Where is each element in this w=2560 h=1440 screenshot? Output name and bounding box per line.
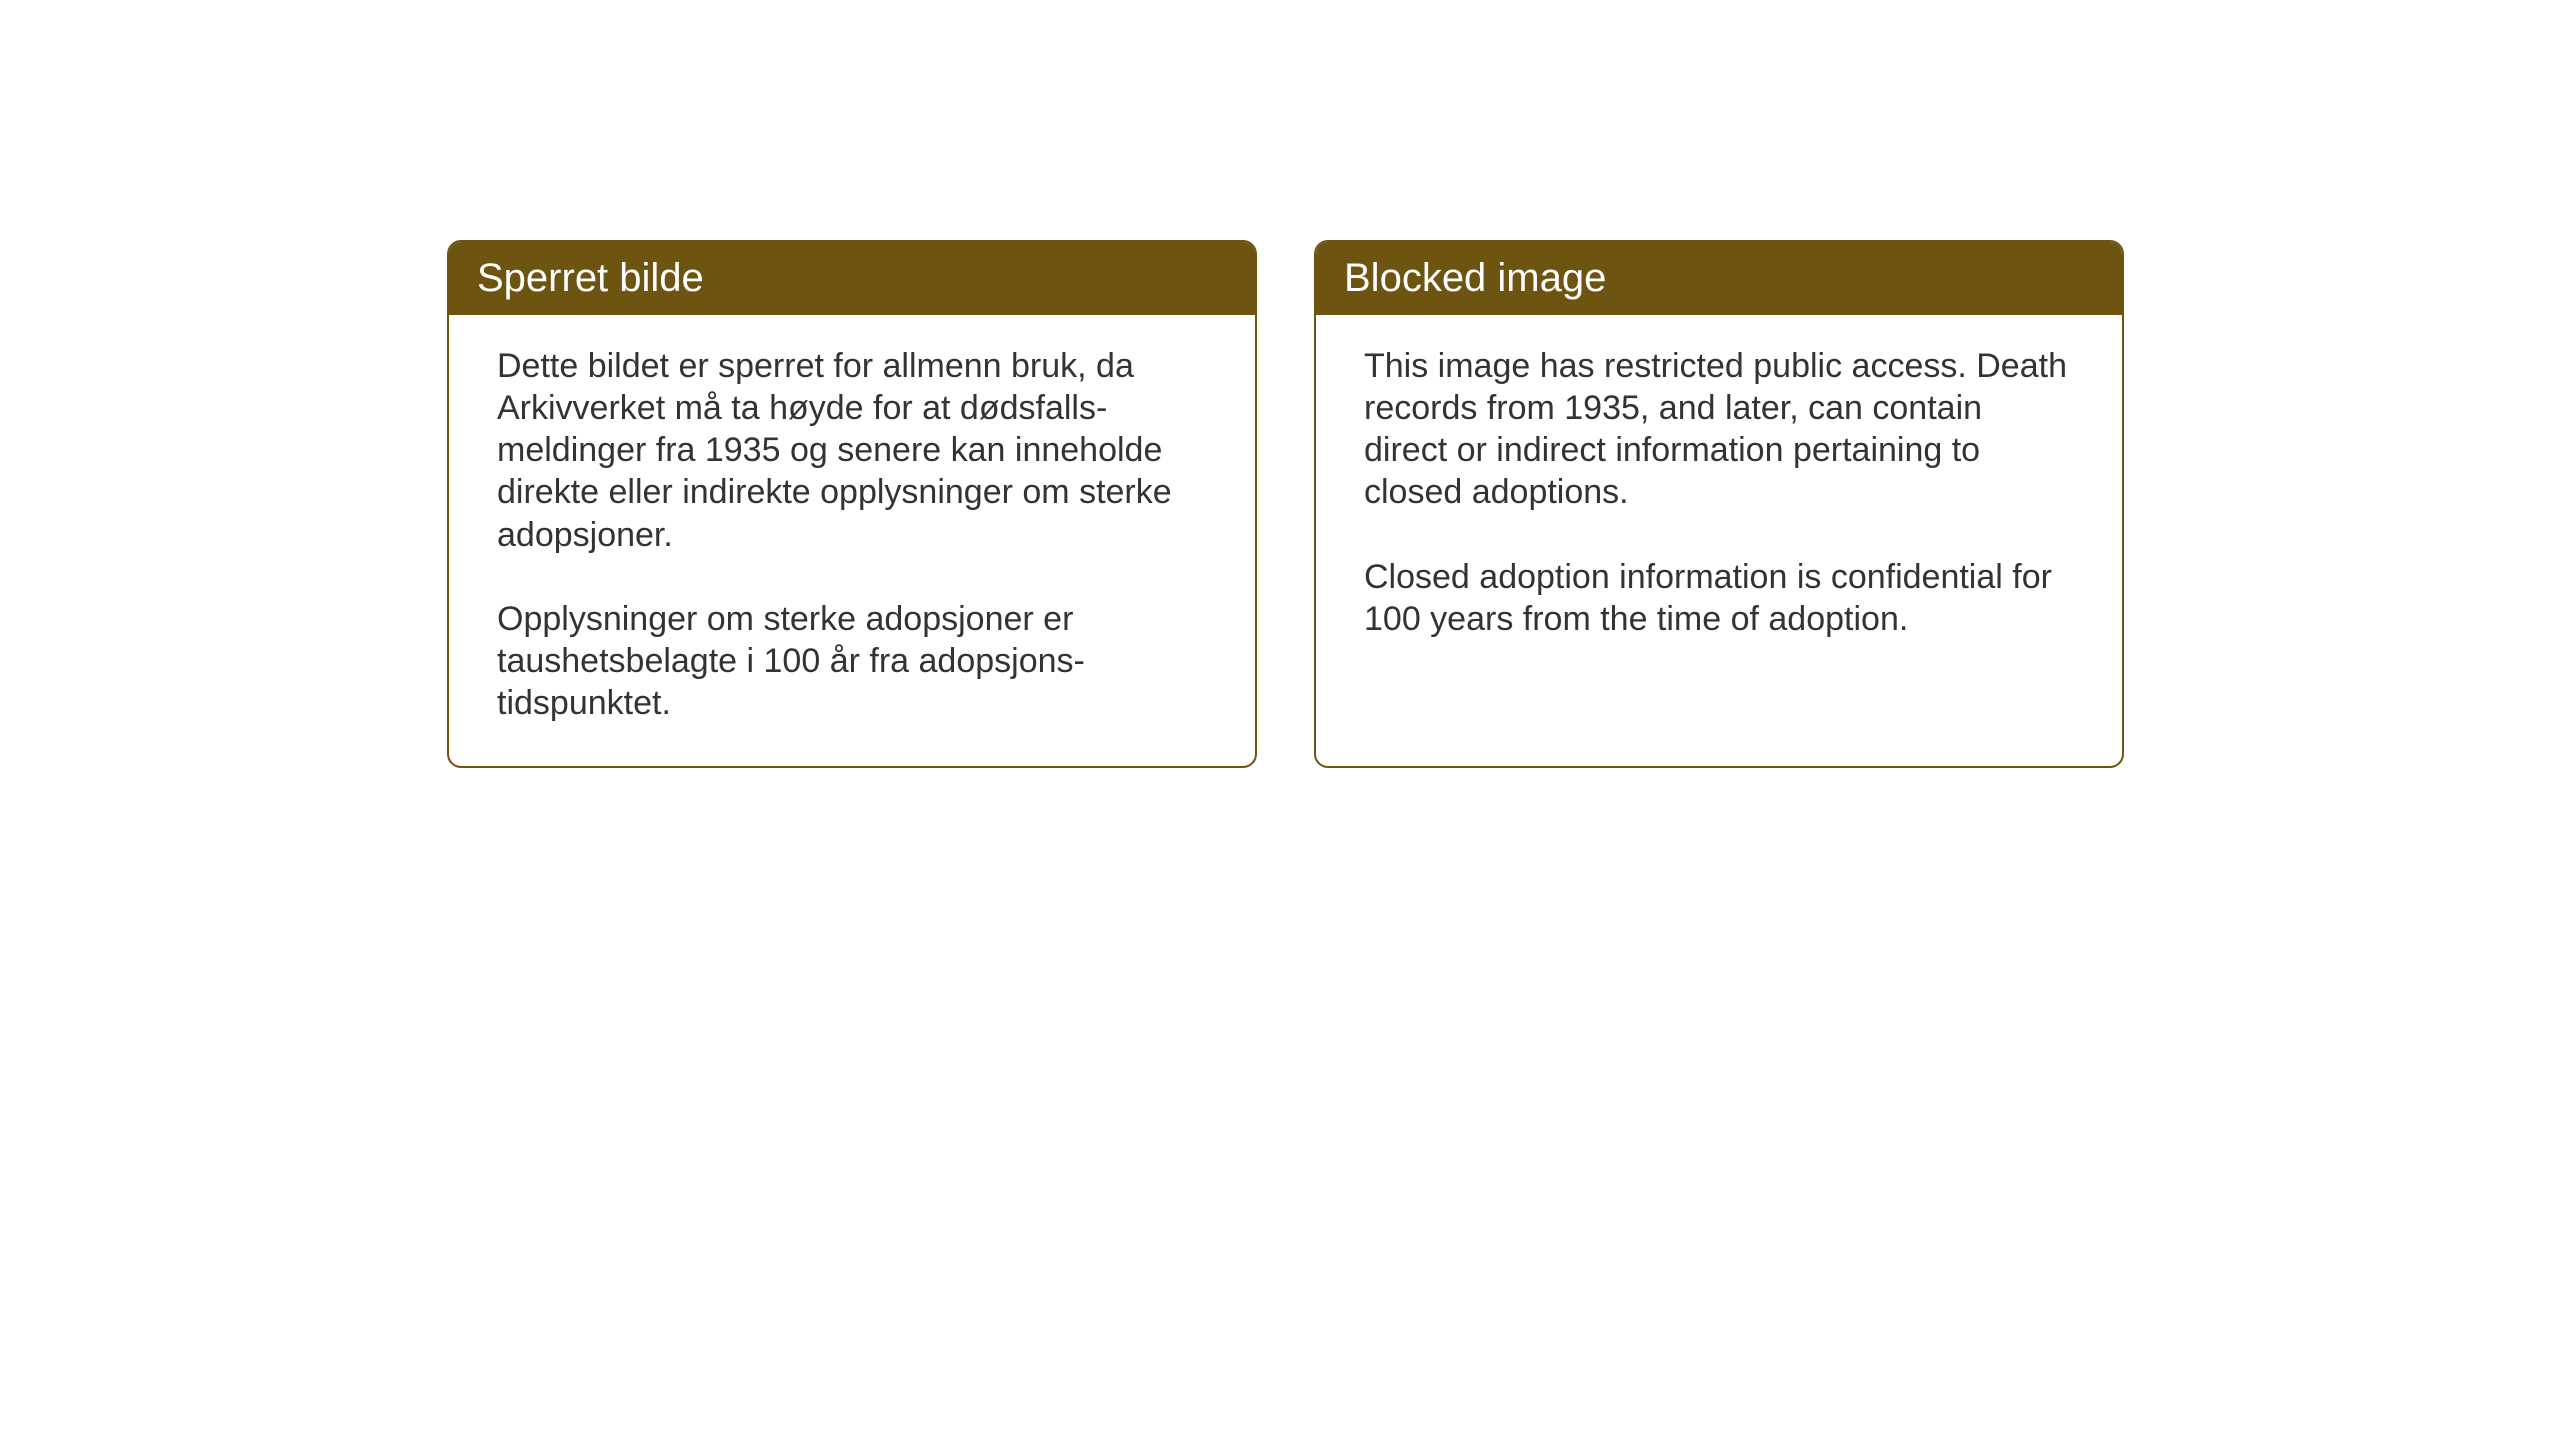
notice-container: Sperret bilde Dette bildet er sperret fo… xyxy=(447,240,2124,768)
card-title: Blocked image xyxy=(1344,256,1606,300)
notice-paragraph: Closed adoption information is confident… xyxy=(1364,556,2074,640)
card-body-norwegian: Dette bildet er sperret for allmenn bruk… xyxy=(449,315,1255,766)
card-body-english: This image has restricted public access.… xyxy=(1316,315,2122,682)
notice-paragraph: Dette bildet er sperret for allmenn bruk… xyxy=(497,345,1207,556)
card-header-norwegian: Sperret bilde xyxy=(449,242,1255,315)
notice-paragraph: This image has restricted public access.… xyxy=(1364,345,2074,514)
card-title: Sperret bilde xyxy=(477,256,704,300)
notice-card-english: Blocked image This image has restricted … xyxy=(1314,240,2124,768)
notice-paragraph: Opplysninger om sterke adopsjoner er tau… xyxy=(497,598,1207,724)
notice-card-norwegian: Sperret bilde Dette bildet er sperret fo… xyxy=(447,240,1257,768)
card-header-english: Blocked image xyxy=(1316,242,2122,315)
